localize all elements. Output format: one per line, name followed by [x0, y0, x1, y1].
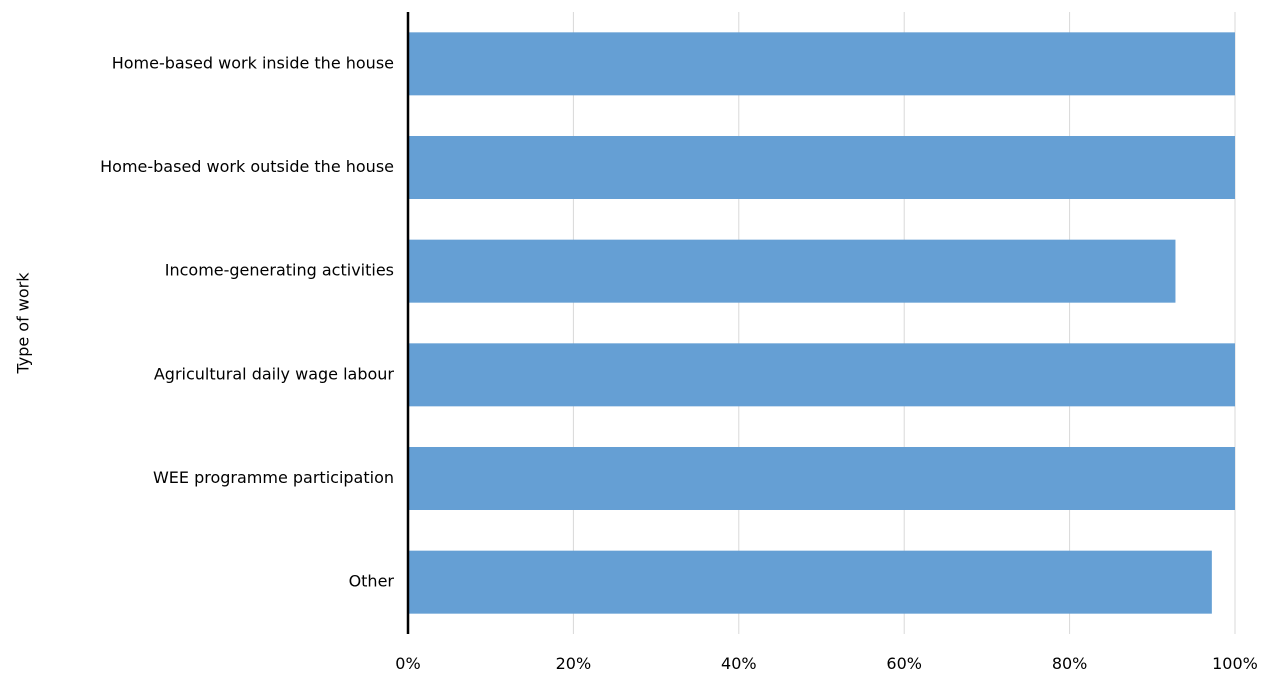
bar [408, 343, 1235, 407]
gridlines [572, 12, 1236, 634]
category-label: Income-generating activities [165, 261, 394, 280]
x-tick-label: 0% [395, 654, 420, 673]
bar [408, 447, 1235, 510]
bar [408, 550, 1212, 614]
category-label: Home-based work outside the house [100, 157, 394, 176]
x-tick-label: 40% [721, 654, 757, 673]
y-axis-title: Type of work [14, 272, 33, 375]
category-labels: Home-based work inside the house Home-bas… [100, 53, 394, 590]
bars [408, 32, 1235, 614]
category-label: WEE programme participation [153, 468, 394, 487]
bar [408, 136, 1235, 199]
category-label: Agricultural daily wage labour [154, 364, 395, 383]
x-tick-label: 100% [1212, 654, 1258, 673]
bar [408, 239, 1176, 303]
x-tick-label: 60% [886, 654, 922, 673]
x-tick-label: 20% [556, 654, 592, 673]
bar [408, 32, 1235, 96]
category-label: Home-based work inside the house [112, 53, 394, 72]
category-label: Other [349, 572, 395, 591]
x-tick-label: 80% [1052, 654, 1088, 673]
x-tick-labels: 0% 20% 40% 60% 80% 100% [395, 654, 1258, 673]
